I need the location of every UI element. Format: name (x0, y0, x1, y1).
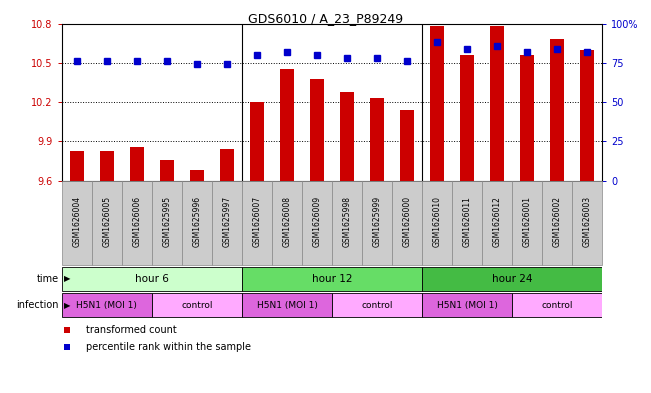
Text: control: control (181, 301, 213, 310)
Bar (152, 181, 182, 265)
Text: GDS6010 / A_23_P89249: GDS6010 / A_23_P89249 (248, 12, 403, 25)
Bar (242, 181, 272, 265)
Bar (542, 181, 572, 265)
Bar (272, 181, 302, 265)
Bar (62, 293, 152, 318)
Text: percentile rank within the sample: percentile rank within the sample (86, 342, 251, 352)
Text: GSM1626003: GSM1626003 (583, 196, 592, 247)
Bar (430, 26, 444, 181)
Bar (512, 293, 602, 318)
Text: hour 6: hour 6 (135, 274, 169, 284)
Bar (122, 181, 152, 265)
Bar (242, 266, 422, 291)
Text: GSM1626009: GSM1626009 (312, 196, 322, 247)
Text: GSM1626006: GSM1626006 (132, 196, 141, 247)
Bar (250, 102, 264, 181)
Text: GSM1625996: GSM1625996 (193, 196, 201, 247)
Bar (92, 181, 122, 265)
Bar (280, 70, 294, 181)
Text: GSM1626005: GSM1626005 (102, 196, 111, 247)
Bar (160, 160, 174, 181)
Text: GSM1625995: GSM1625995 (162, 196, 171, 247)
Bar (362, 181, 392, 265)
Text: GSM1626001: GSM1626001 (523, 196, 532, 247)
Text: GSM1626004: GSM1626004 (72, 196, 81, 247)
Text: H5N1 (MOI 1): H5N1 (MOI 1) (76, 301, 137, 310)
Bar (422, 266, 602, 291)
Text: GSM1626011: GSM1626011 (463, 196, 471, 247)
Text: H5N1 (MOI 1): H5N1 (MOI 1) (437, 301, 497, 310)
Bar (482, 181, 512, 265)
Bar (70, 151, 83, 181)
Bar (212, 181, 242, 265)
Bar (62, 181, 92, 265)
Bar (311, 79, 324, 181)
Bar (152, 293, 242, 318)
Bar (572, 181, 602, 265)
Bar (220, 149, 234, 181)
Text: ▶: ▶ (64, 301, 70, 310)
Bar (370, 98, 384, 181)
Bar (422, 181, 452, 265)
Text: ▶: ▶ (64, 274, 70, 283)
Text: control: control (361, 301, 393, 310)
Bar (392, 181, 422, 265)
Text: hour 24: hour 24 (492, 274, 533, 284)
Text: GSM1626000: GSM1626000 (402, 196, 411, 247)
Text: GSM1625998: GSM1625998 (342, 196, 352, 247)
Bar (332, 293, 422, 318)
Bar (100, 151, 114, 181)
Text: GSM1626007: GSM1626007 (253, 196, 262, 247)
Text: hour 12: hour 12 (312, 274, 352, 284)
Text: GSM1626008: GSM1626008 (283, 196, 292, 247)
Bar (242, 293, 332, 318)
Text: infection: infection (16, 300, 59, 310)
Bar (452, 181, 482, 265)
Bar (332, 181, 362, 265)
Bar (302, 181, 332, 265)
Bar (130, 147, 144, 181)
Text: GSM1626012: GSM1626012 (493, 196, 502, 247)
Bar (460, 55, 474, 181)
Text: transformed count: transformed count (86, 325, 177, 335)
Bar (490, 26, 504, 181)
Text: GSM1626002: GSM1626002 (553, 196, 562, 247)
Bar (422, 293, 512, 318)
Bar (62, 266, 242, 291)
Text: time: time (36, 274, 59, 284)
Bar (182, 181, 212, 265)
Bar (581, 50, 594, 181)
Bar (550, 39, 564, 181)
Bar (512, 181, 542, 265)
Bar (520, 55, 534, 181)
Text: GSM1626010: GSM1626010 (432, 196, 441, 247)
Text: GSM1625999: GSM1625999 (372, 196, 381, 247)
Text: H5N1 (MOI 1): H5N1 (MOI 1) (256, 301, 318, 310)
Bar (190, 170, 204, 181)
Bar (400, 110, 414, 181)
Text: GSM1625997: GSM1625997 (223, 196, 232, 247)
Bar (340, 92, 353, 181)
Text: control: control (542, 301, 573, 310)
